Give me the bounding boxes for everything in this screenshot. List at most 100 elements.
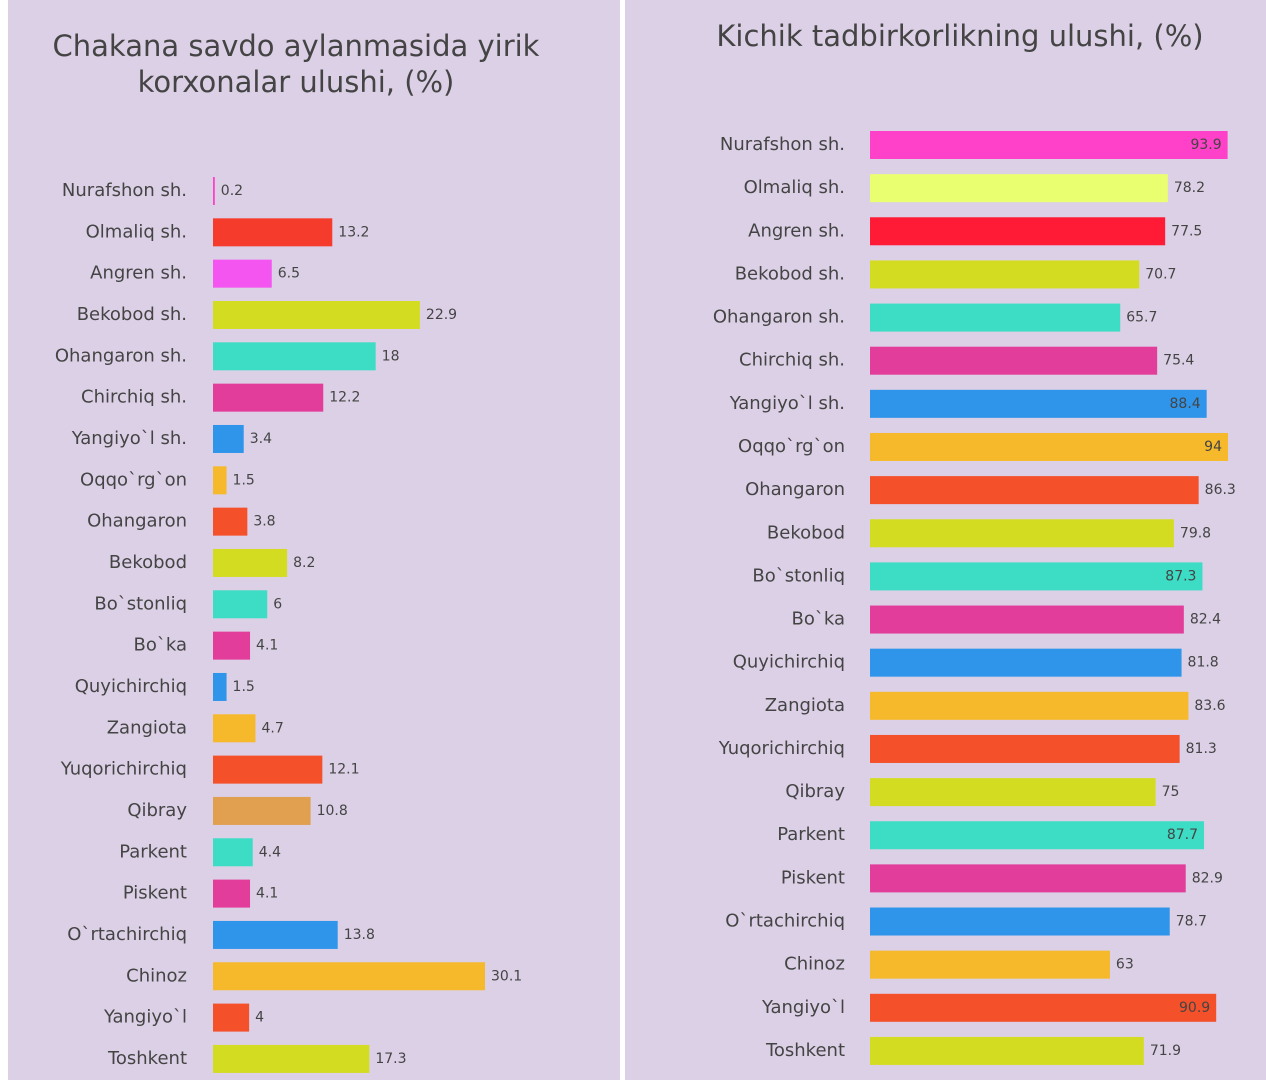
bar bbox=[213, 714, 256, 743]
bar bbox=[213, 300, 420, 329]
bar bbox=[213, 507, 248, 536]
bar bbox=[213, 672, 227, 701]
category-label: Bo`ka bbox=[134, 635, 188, 656]
value-label: 10.8 bbox=[317, 803, 348, 819]
category-label: Qibray bbox=[785, 781, 845, 802]
bar bbox=[213, 466, 227, 495]
bar bbox=[213, 590, 268, 619]
category-label: Nurafshon sh. bbox=[62, 180, 187, 201]
bar bbox=[870, 174, 1168, 203]
category-label: Olmaliq sh. bbox=[86, 221, 187, 242]
category-label: Nurafshon sh. bbox=[720, 134, 845, 155]
category-label: Oqqo`rg`on bbox=[738, 436, 845, 457]
category-label: Chirchiq sh. bbox=[81, 387, 187, 408]
bar bbox=[870, 432, 1228, 461]
category-label: Bekobod sh. bbox=[735, 263, 845, 284]
category-label: Zangiota bbox=[765, 695, 845, 716]
category-label: Angren sh. bbox=[748, 220, 845, 241]
value-label: 81.8 bbox=[1188, 655, 1219, 671]
bar bbox=[870, 303, 1121, 332]
value-label: 94 bbox=[1204, 439, 1222, 455]
bar bbox=[213, 1044, 370, 1073]
value-label: 4 bbox=[255, 1010, 264, 1026]
value-label: 83.6 bbox=[1194, 698, 1225, 714]
category-label: Bekobod bbox=[767, 522, 845, 543]
category-label: Bo`stonliq bbox=[94, 593, 187, 614]
bar bbox=[213, 342, 376, 371]
value-label: 8.2 bbox=[293, 555, 315, 571]
bar bbox=[213, 796, 311, 825]
bar bbox=[213, 1003, 250, 1032]
category-label: O`rtachirchiq bbox=[67, 924, 187, 945]
bar bbox=[870, 691, 1189, 720]
bar bbox=[870, 346, 1158, 375]
category-label: Parkent bbox=[777, 824, 845, 845]
left-panel bbox=[8, 0, 620, 1080]
bar bbox=[870, 907, 1170, 936]
bar bbox=[870, 476, 1199, 505]
bar bbox=[870, 821, 1205, 850]
value-label: 90.9 bbox=[1179, 1000, 1210, 1016]
bar bbox=[870, 993, 1217, 1022]
chart-title: Kichik tadbirkorlikning ulushi, (%) bbox=[716, 19, 1204, 53]
category-label: Toshkent bbox=[107, 1048, 187, 1069]
bar bbox=[213, 755, 323, 784]
category-label: Bekobod sh. bbox=[77, 304, 187, 325]
bar bbox=[213, 218, 333, 247]
category-label: Yangiyo`l sh. bbox=[729, 393, 845, 414]
value-label: 75 bbox=[1162, 784, 1180, 800]
value-label: 63 bbox=[1116, 957, 1134, 973]
category-label: Olmaliq sh. bbox=[744, 177, 845, 198]
value-label: 88.4 bbox=[1170, 396, 1201, 412]
value-label: 87.3 bbox=[1165, 568, 1196, 584]
bar bbox=[870, 734, 1180, 763]
value-label: 4.4 bbox=[259, 844, 281, 860]
value-label: 3.8 bbox=[253, 514, 275, 530]
value-label: 3.4 bbox=[250, 431, 272, 447]
bar bbox=[213, 548, 288, 577]
value-label: 77.5 bbox=[1171, 223, 1202, 239]
category-label: Ohangaron sh. bbox=[713, 307, 845, 328]
category-label: Bo`stonliq bbox=[752, 565, 845, 586]
category-label: Chirchiq sh. bbox=[739, 350, 845, 371]
bar bbox=[213, 962, 485, 991]
value-label: 4.1 bbox=[256, 886, 278, 902]
category-label: Chinoz bbox=[126, 965, 187, 986]
value-label: 12.1 bbox=[328, 762, 359, 778]
category-label: Yangiyo`l bbox=[761, 997, 845, 1018]
value-label: 30.1 bbox=[491, 968, 522, 984]
category-label: Piskent bbox=[123, 883, 187, 904]
value-label: 82.4 bbox=[1190, 612, 1221, 628]
value-label: 78.7 bbox=[1176, 914, 1207, 930]
bar bbox=[870, 389, 1207, 418]
category-label: Ohangaron bbox=[745, 479, 845, 500]
value-label: 78.2 bbox=[1174, 180, 1205, 196]
category-label: Yangiyo`l bbox=[103, 1007, 187, 1028]
value-label: 1.5 bbox=[233, 679, 255, 695]
value-label: 13.8 bbox=[344, 927, 375, 943]
category-label: Yuqorichirchiq bbox=[60, 759, 187, 780]
bar bbox=[870, 648, 1182, 677]
bar bbox=[870, 519, 1174, 548]
value-label: 4.1 bbox=[256, 638, 278, 654]
category-label: Quyichirchiq bbox=[733, 652, 845, 673]
value-label: 6.5 bbox=[278, 266, 300, 282]
category-label: Yuqorichirchiq bbox=[718, 738, 845, 759]
category-label: Bo`ka bbox=[792, 609, 846, 630]
category-label: Oqqo`rg`on bbox=[80, 469, 187, 490]
category-label: Parkent bbox=[119, 841, 187, 862]
value-label: 4.7 bbox=[261, 720, 283, 736]
value-label: 75.4 bbox=[1163, 353, 1194, 369]
category-label: Qibray bbox=[127, 800, 187, 821]
chart-title: Chakana savdo aylanmasida yirik korxonal… bbox=[52, 29, 540, 99]
bar bbox=[870, 131, 1228, 159]
category-label: Yangiyo`l sh. bbox=[71, 428, 187, 449]
value-label: 18 bbox=[382, 348, 400, 364]
bar bbox=[213, 259, 272, 288]
category-label: Angren sh. bbox=[90, 263, 187, 284]
value-label: 17.3 bbox=[375, 1051, 406, 1067]
bar bbox=[870, 605, 1184, 634]
value-label: 0.2 bbox=[221, 183, 243, 199]
